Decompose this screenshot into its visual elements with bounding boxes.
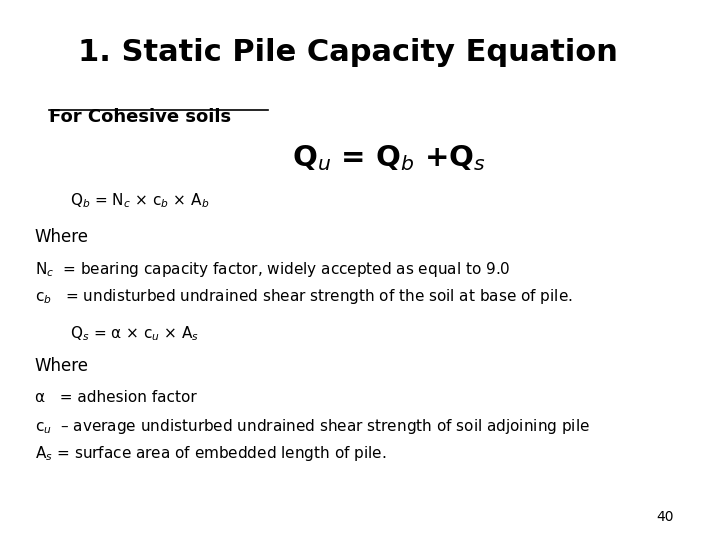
Text: Where: Where	[35, 228, 89, 246]
Text: c$_b$   = undisturbed undrained shear strength of the soil at base of pile.: c$_b$ = undisturbed undrained shear stre…	[35, 287, 572, 306]
Text: Where: Where	[35, 357, 89, 375]
Text: Q$_s$ = α × c$_u$ × A$_s$: Q$_s$ = α × c$_u$ × A$_s$	[70, 324, 199, 343]
Text: Q$_b$ = N$_c$ × c$_b$ × A$_b$: Q$_b$ = N$_c$ × c$_b$ × A$_b$	[70, 192, 209, 211]
Text: A$_s$ = surface area of embedded length of pile.: A$_s$ = surface area of embedded length …	[35, 444, 386, 463]
Text: 40: 40	[657, 510, 674, 524]
Text: α   = adhesion factor: α = adhesion factor	[35, 390, 197, 405]
Text: c$_u$  – average undisturbed undrained shear strength of soil adjoining pile: c$_u$ – average undisturbed undrained sh…	[35, 417, 590, 436]
Text: For Cohesive soils: For Cohesive soils	[49, 108, 231, 126]
Text: 1. Static Pile Capacity Equation: 1. Static Pile Capacity Equation	[78, 38, 618, 67]
Text: N$_c$  = bearing capacity factor, widely accepted as equal to 9.0: N$_c$ = bearing capacity factor, widely …	[35, 260, 510, 279]
Text: Q$_u$ = Q$_b$ +Q$_s$: Q$_u$ = Q$_b$ +Q$_s$	[292, 143, 486, 173]
